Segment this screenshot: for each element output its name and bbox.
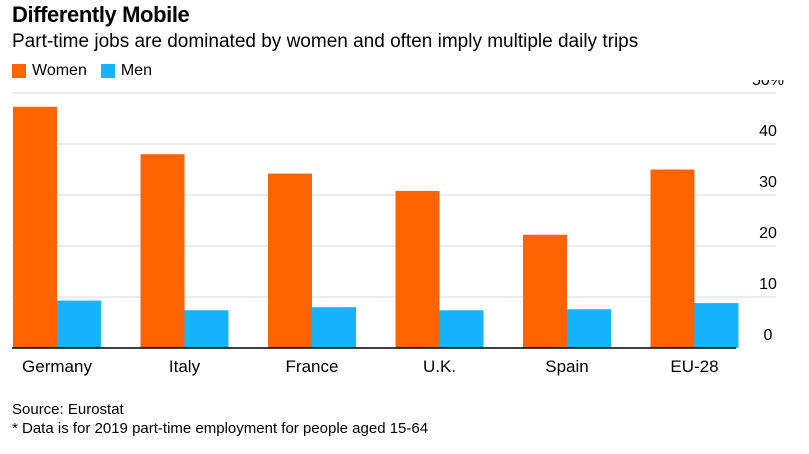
y-tick-label: 40 bbox=[759, 123, 777, 140]
chart-subtitle: Part-time jobs are dominated by women an… bbox=[12, 31, 639, 52]
legend-item-women: Women bbox=[12, 62, 87, 80]
bar-women bbox=[523, 234, 567, 348]
bar-women bbox=[650, 169, 695, 348]
bar-chart: 0 10 20 30 40 50% Germany Italy France U.K. Spain E… bbox=[12, 80, 784, 376]
y-tick-label: 10 bbox=[759, 276, 777, 293]
bar-men bbox=[694, 303, 739, 348]
bar-women bbox=[395, 190, 440, 348]
x-category-label: EU-28 bbox=[670, 357, 718, 376]
x-category-label: U.K. bbox=[423, 357, 456, 376]
y-tick-label: 30 bbox=[759, 174, 777, 191]
bar-men bbox=[439, 310, 484, 348]
bar-men bbox=[567, 309, 611, 348]
source-note: Source: Eurostat bbox=[12, 401, 124, 418]
y-tick-label: 50% bbox=[752, 80, 784, 89]
footnote: * Data is for 2019 part-time employment … bbox=[12, 420, 429, 437]
legend-item-men: Men bbox=[100, 62, 152, 80]
x-category-label: France bbox=[286, 357, 339, 376]
legend-swatch-women bbox=[12, 64, 26, 78]
legend-swatch-men bbox=[100, 64, 115, 78]
x-category-label: Italy bbox=[169, 357, 201, 376]
x-category-label: Germany bbox=[22, 357, 92, 376]
bar-men bbox=[184, 310, 229, 348]
legend-label-men: Men bbox=[120, 62, 152, 79]
bar-women bbox=[13, 106, 57, 348]
bar-men bbox=[57, 300, 101, 348]
bar-women bbox=[140, 154, 185, 348]
y-tick-label: 20 bbox=[759, 225, 777, 242]
legend-label-women: Women bbox=[32, 62, 87, 79]
y-tick-label: 0 bbox=[764, 327, 773, 344]
x-category-label: Spain bbox=[545, 357, 588, 376]
bar-men bbox=[312, 307, 356, 348]
bar-women bbox=[268, 173, 312, 348]
chart-title: Differently Mobile bbox=[12, 2, 190, 27]
legend: Women Men bbox=[12, 62, 166, 80]
